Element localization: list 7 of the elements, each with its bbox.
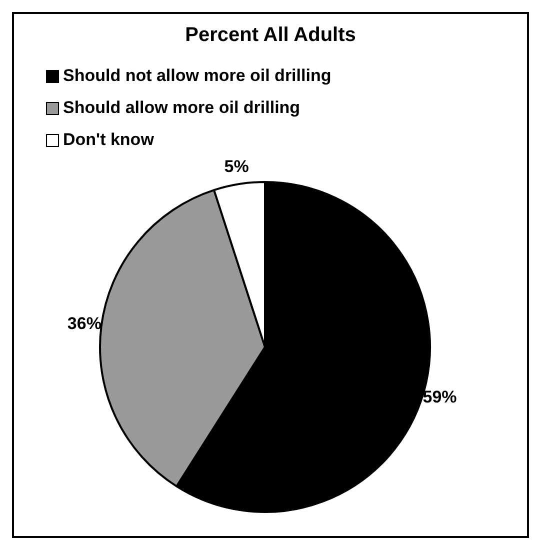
legend-label: Should allow more oil drilling <box>63 98 300 118</box>
data-label: 36% <box>67 314 102 333</box>
chart-title: Percent All Adults <box>184 24 357 47</box>
legend-label: Should not allow more oil drilling <box>63 66 332 86</box>
data-label: 5% <box>224 156 249 176</box>
data-label: 59% <box>422 387 457 406</box>
legend-label: Don't know <box>63 130 154 150</box>
